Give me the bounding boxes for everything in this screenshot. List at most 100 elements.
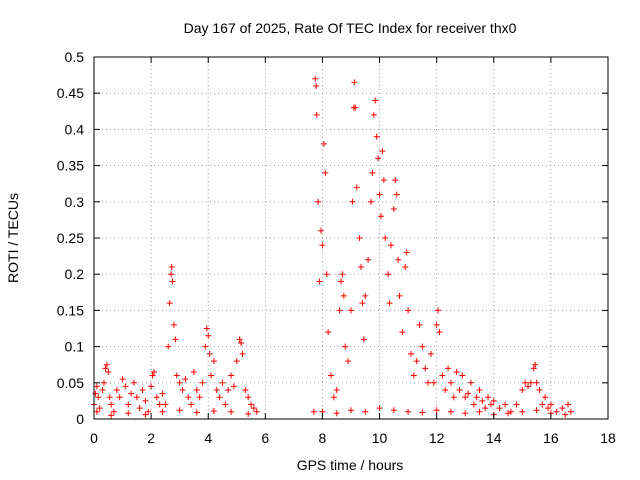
- y-tick-label: 0.05: [57, 375, 84, 391]
- data-point: [487, 401, 494, 408]
- data-point: [165, 343, 172, 350]
- data-point: [348, 307, 354, 314]
- data-point: [222, 401, 229, 408]
- x-tick-label: 8: [319, 430, 327, 446]
- data-point: [393, 191, 400, 198]
- x-tick-label: 0: [90, 430, 98, 446]
- data-point: [313, 82, 320, 89]
- data-point: [242, 387, 249, 394]
- x-axis-label: GPS time / hours: [297, 457, 404, 473]
- data-point: [133, 394, 140, 401]
- y-tick-label: 0.35: [57, 158, 84, 174]
- data-point: [565, 401, 572, 408]
- data-point: [505, 410, 512, 417]
- data-point: [479, 397, 486, 404]
- data-point: [462, 394, 469, 401]
- data-point: [103, 361, 110, 368]
- data-point: [176, 407, 183, 414]
- data-point: [433, 321, 440, 328]
- data-point: [447, 379, 454, 386]
- data-point: [382, 235, 389, 241]
- data-point: [239, 350, 246, 357]
- data-point: [533, 407, 540, 414]
- data-point: [353, 184, 360, 191]
- data-point: [377, 213, 384, 220]
- data-point: [93, 383, 100, 390]
- data-point: [376, 405, 383, 412]
- data-point: [99, 387, 106, 394]
- data-point: [108, 401, 115, 408]
- data-point: [559, 405, 566, 412]
- y-tick-label: 0.1: [65, 339, 85, 355]
- data-point: [122, 383, 129, 390]
- data-point: [419, 409, 426, 416]
- data-point: [413, 358, 420, 365]
- data-point: [318, 227, 325, 234]
- data-point: [360, 336, 367, 343]
- data-point: [513, 401, 520, 408]
- data-point: [359, 300, 366, 307]
- data-point: [102, 365, 109, 372]
- data-point: [410, 372, 417, 379]
- data-point: [170, 321, 177, 328]
- data-point: [172, 336, 179, 343]
- data-point: [108, 412, 115, 419]
- data-point: [323, 271, 330, 278]
- data-point: [148, 383, 155, 390]
- data-point: [100, 379, 107, 386]
- data-point: [316, 278, 323, 285]
- x-tick-label: 2: [147, 430, 155, 446]
- data-point: [462, 410, 469, 417]
- data-point: [92, 390, 99, 397]
- data-point: [238, 339, 245, 346]
- data-point: [145, 408, 152, 415]
- data-point: [196, 394, 203, 401]
- data-point: [210, 358, 217, 365]
- x-tick-label: 18: [600, 430, 616, 446]
- data-point: [390, 206, 397, 213]
- y-tick-label: 0.45: [57, 85, 84, 101]
- data-point: [96, 405, 103, 412]
- data-point: [253, 408, 260, 415]
- data-point: [542, 394, 549, 401]
- data-point: [357, 263, 364, 270]
- data-point: [233, 358, 240, 365]
- data-point: [320, 140, 327, 147]
- data-point: [182, 376, 189, 383]
- data-point: [447, 408, 454, 415]
- data-point: [202, 343, 209, 350]
- data-point: [396, 292, 403, 299]
- data-point: [213, 387, 220, 394]
- data-point: [351, 79, 358, 86]
- data-point: [476, 408, 483, 415]
- data-point: [369, 169, 376, 176]
- data-point: [93, 408, 100, 415]
- data-point: [435, 307, 442, 314]
- data-point: [162, 401, 169, 408]
- data-point: [105, 368, 112, 375]
- data-point: [519, 387, 526, 394]
- data-point: [485, 394, 492, 401]
- data-point: [375, 155, 382, 162]
- data-point: [392, 177, 399, 184]
- data-point: [130, 379, 137, 386]
- data-point: [390, 407, 397, 414]
- data-point: [490, 397, 497, 404]
- data-point: [407, 350, 414, 357]
- data-point: [113, 387, 120, 394]
- data-point: [376, 191, 383, 198]
- axis-ticks: 0 2 4 6 8 10 12 14 16 18 0 0.05 0.1 0.15 0.2 0.25 0.3 0.3…: [57, 49, 616, 446]
- data-point: [442, 387, 449, 394]
- y-tick-label: 0.25: [57, 230, 84, 246]
- data-point: [206, 350, 213, 357]
- data-point: [319, 242, 326, 249]
- data-point: [342, 343, 349, 350]
- data-point: [399, 329, 406, 336]
- data-point: [502, 401, 509, 408]
- data-point: [482, 405, 489, 412]
- data-point: [245, 394, 252, 401]
- data-point: [119, 376, 126, 383]
- data-point: [533, 379, 540, 386]
- data-point: [179, 387, 186, 394]
